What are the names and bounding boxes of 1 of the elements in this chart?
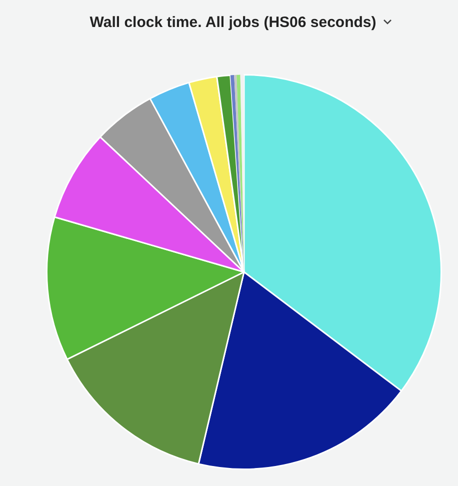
chart-title: Wall clock time. All jobs (HS06 seconds) [90,14,376,30]
